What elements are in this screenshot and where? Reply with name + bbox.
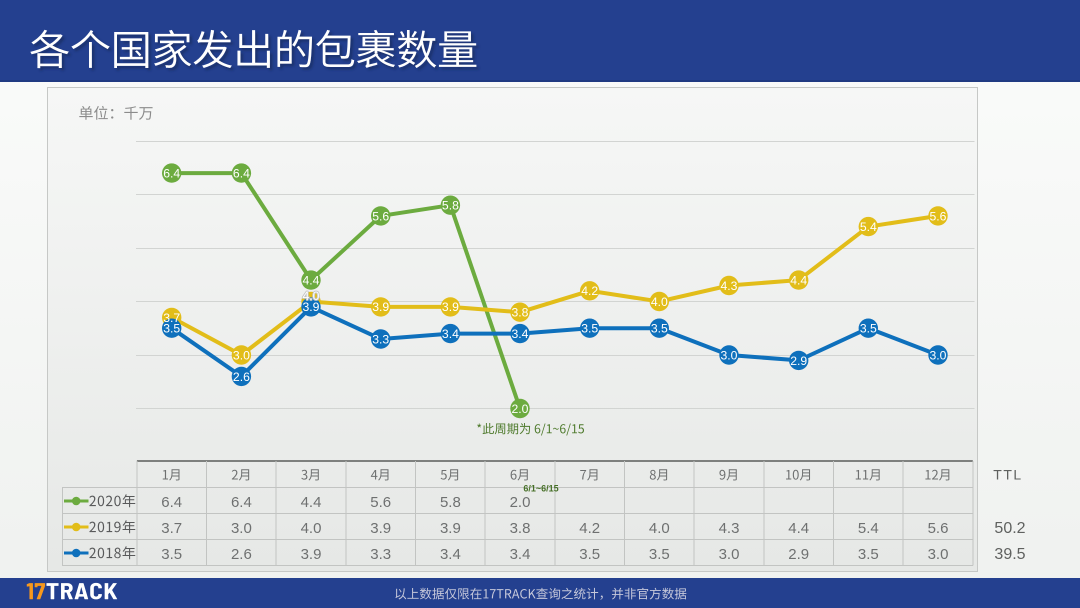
svg-text:5.4: 5.4 — [858, 520, 879, 537]
svg-text:5.6: 5.6 — [370, 494, 391, 511]
svg-text:3.5: 3.5 — [579, 546, 600, 563]
svg-text:3.4: 3.4 — [440, 546, 461, 563]
svg-text:4.0: 4.0 — [649, 520, 670, 537]
svg-text:4.2: 4.2 — [579, 520, 600, 537]
svg-text:3.8: 3.8 — [510, 520, 531, 537]
svg-text:3.9: 3.9 — [303, 300, 320, 314]
svg-text:3.5: 3.5 — [858, 546, 879, 563]
svg-text:6.4: 6.4 — [231, 494, 252, 511]
svg-text:3.3: 3.3 — [372, 332, 389, 346]
svg-text:6.4: 6.4 — [233, 167, 250, 181]
svg-text:2.0: 2.0 — [510, 494, 531, 511]
svg-text:2.6: 2.6 — [233, 370, 250, 384]
svg-text:4.0: 4.0 — [301, 520, 322, 537]
svg-text:3.5: 3.5 — [163, 322, 180, 336]
svg-text:5.4: 5.4 — [860, 220, 877, 234]
svg-text:4.4: 4.4 — [301, 494, 322, 511]
svg-text:3.5: 3.5 — [651, 322, 668, 336]
svg-text:2.9: 2.9 — [790, 354, 807, 368]
svg-text:3.3: 3.3 — [370, 546, 391, 563]
svg-text:3.7: 3.7 — [163, 311, 180, 325]
svg-text:5.6: 5.6 — [928, 520, 949, 537]
svg-text:4.0: 4.0 — [303, 289, 320, 303]
svg-text:3.4: 3.4 — [512, 327, 529, 341]
svg-text:39.5: 39.5 — [994, 546, 1025, 563]
svg-text:3.0: 3.0 — [928, 546, 949, 563]
svg-text:3.0: 3.0 — [721, 348, 738, 362]
svg-text:6/1~6/15: 6/1~6/15 — [523, 483, 558, 493]
svg-text:3.9: 3.9 — [372, 300, 389, 314]
svg-text:3.4: 3.4 — [442, 327, 459, 341]
svg-text:4.0: 4.0 — [651, 295, 668, 309]
svg-text:3.0: 3.0 — [930, 348, 947, 362]
svg-text:6.4: 6.4 — [161, 494, 182, 511]
svg-text:2.6: 2.6 — [231, 546, 252, 563]
svg-text:3.0: 3.0 — [719, 546, 740, 563]
svg-text:6.4: 6.4 — [163, 167, 180, 181]
svg-text:3.5: 3.5 — [581, 322, 598, 336]
svg-text:3.7: 3.7 — [161, 520, 182, 537]
svg-text:3.8: 3.8 — [512, 306, 529, 320]
svg-text:3.5: 3.5 — [161, 546, 182, 563]
svg-text:5.6: 5.6 — [372, 209, 389, 223]
svg-text:3.9: 3.9 — [370, 520, 391, 537]
svg-text:5.8: 5.8 — [440, 494, 461, 511]
svg-text:4.4: 4.4 — [790, 274, 807, 288]
svg-text:3.0: 3.0 — [231, 520, 252, 537]
svg-text:3.9: 3.9 — [301, 546, 322, 563]
svg-text:2.0: 2.0 — [512, 402, 529, 416]
svg-text:3.9: 3.9 — [442, 300, 459, 314]
svg-text:4.2: 4.2 — [581, 284, 598, 298]
svg-text:3.0: 3.0 — [233, 348, 250, 362]
svg-text:3.5: 3.5 — [649, 546, 670, 563]
svg-text:2.9: 2.9 — [788, 546, 809, 563]
svg-text:4.4: 4.4 — [788, 520, 809, 537]
svg-text:5.6: 5.6 — [930, 209, 947, 223]
svg-text:5.8: 5.8 — [442, 199, 459, 213]
svg-text:50.2: 50.2 — [994, 520, 1025, 537]
svg-text:3.4: 3.4 — [510, 546, 531, 563]
svg-text:3.5: 3.5 — [860, 322, 877, 336]
svg-text:4.3: 4.3 — [719, 520, 740, 537]
svg-text:3.9: 3.9 — [440, 520, 461, 537]
svg-text:4.3: 4.3 — [721, 279, 738, 293]
svg-text:4.4: 4.4 — [303, 274, 320, 288]
svg-text:TTL: TTL — [993, 467, 1022, 483]
